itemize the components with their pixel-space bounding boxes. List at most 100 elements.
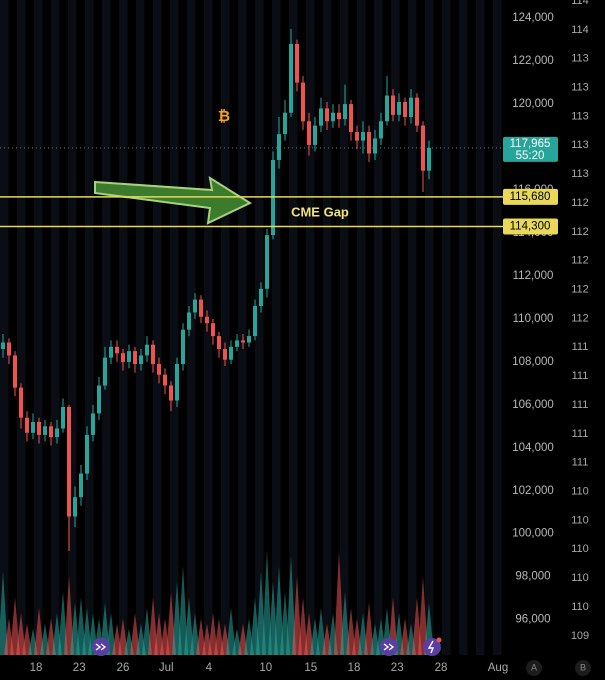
- volume-spike: [298, 597, 308, 655]
- price-level-label: 114,300: [510, 221, 551, 233]
- candle-body: [265, 235, 269, 289]
- candle-body: [259, 288, 263, 307]
- right-scale-label: 112: [571, 226, 589, 238]
- x-tick-label: Aug: [488, 662, 508, 674]
- volume-spike: [262, 550, 272, 655]
- candle-body: [55, 428, 59, 438]
- right-scale-label: 111: [572, 457, 589, 469]
- candle-body: [85, 434, 89, 474]
- right-scale-label: 112: [571, 312, 589, 324]
- candle-body: [313, 125, 317, 145]
- right-scale-label: 110: [571, 601, 589, 613]
- candle-body: [217, 336, 221, 349]
- candle-body: [187, 312, 191, 330]
- candle-body: [397, 101, 401, 115]
- candle-body: [37, 422, 41, 435]
- candle-body: [289, 43, 293, 113]
- right-scale-label: 112: [571, 284, 589, 296]
- x-tick-label: 23: [73, 662, 86, 674]
- candle-body: [31, 422, 35, 433]
- candle-body: [211, 323, 215, 337]
- event-icon-glyph: [427, 640, 435, 654]
- candle-body: [79, 473, 83, 498]
- volume-spike: [226, 607, 236, 655]
- candle-body: [301, 82, 305, 122]
- candle-body: [1, 342, 5, 349]
- candle-body: [49, 426, 53, 438]
- x-tick-label: 15: [304, 662, 317, 674]
- symbol-icon: ₿: [218, 108, 230, 125]
- axis-button[interactable]: [526, 660, 542, 676]
- candle-body: [409, 97, 413, 117]
- y-tick-label: 98,000: [515, 571, 550, 583]
- candle-body: [247, 336, 251, 343]
- volume-spike: [76, 597, 86, 655]
- candle-body: [367, 132, 371, 154]
- volume-spike: [64, 576, 74, 655]
- candle-body: [97, 385, 101, 414]
- candle-body: [379, 121, 383, 139]
- right-scale-label: 113: [571, 53, 589, 65]
- last-price-box: [503, 136, 558, 162]
- candle-body: [175, 364, 179, 401]
- candle-body: [361, 132, 365, 141]
- volume-spike: [316, 607, 326, 655]
- candle-body: [229, 346, 233, 360]
- candle-body: [139, 355, 143, 365]
- candle-body: [319, 108, 323, 126]
- candle-body: [415, 97, 419, 126]
- candle-body: [151, 344, 155, 365]
- candle-body: [115, 346, 119, 354]
- volume-spike: [130, 613, 140, 655]
- y-tick-label: 122,000: [512, 55, 554, 67]
- volume-spike: [10, 597, 20, 655]
- right-scale-label: 113: [571, 168, 589, 180]
- y-tick-label: 110,000: [513, 313, 554, 325]
- axis-button[interactable]: [575, 660, 591, 676]
- volume-spike: [292, 576, 302, 655]
- right-scale-label: 110: [571, 514, 589, 526]
- volume-spike: [148, 597, 158, 655]
- candle-body: [67, 406, 71, 517]
- right-scale-label: 114: [571, 24, 589, 36]
- volume-spike: [340, 592, 350, 655]
- candle-body: [337, 112, 341, 120]
- candle-body: [295, 43, 299, 83]
- volume-spike: [178, 565, 188, 655]
- volume-spike: [334, 550, 344, 655]
- candle-body: [43, 426, 47, 435]
- right-scale-label: 111: [572, 399, 589, 411]
- axis-button-label: A: [531, 662, 537, 672]
- y-tick-label: 100,000: [512, 528, 554, 540]
- event-icon-glyph: [95, 643, 107, 651]
- volume-spike: [286, 555, 296, 655]
- x-tick-label: 18: [348, 662, 361, 674]
- candle-body: [7, 342, 11, 356]
- event-icon[interactable]: [423, 638, 441, 656]
- candle-body: [199, 299, 203, 317]
- y-tick-label: 106,000: [512, 399, 554, 411]
- last-price-label: 117,965: [510, 138, 551, 150]
- candle-body: [157, 364, 161, 375]
- candle-body: [307, 121, 311, 145]
- volume-spike: [418, 576, 428, 655]
- annotation: CME Gap: [291, 204, 349, 219]
- price-level-label: 115,680: [510, 191, 551, 203]
- candle-body: [103, 357, 107, 386]
- volume-pane: [0, 550, 434, 655]
- right-scale-label: 111: [572, 428, 589, 440]
- candle-body: [133, 351, 137, 365]
- candle-body: [181, 329, 185, 365]
- candle-body: [193, 299, 197, 313]
- y-tick-label: 102,000: [512, 485, 554, 497]
- x-tick-label: 18: [30, 662, 43, 674]
- candle-body: [373, 138, 377, 154]
- candle-body: [421, 125, 425, 171]
- volume-spike: [0, 571, 8, 655]
- volume-spike: [364, 602, 374, 655]
- plot-stripes: [0, 0, 503, 655]
- volume-spike: [34, 607, 44, 655]
- candle-body: [91, 413, 95, 435]
- bottom-icons: [92, 637, 442, 656]
